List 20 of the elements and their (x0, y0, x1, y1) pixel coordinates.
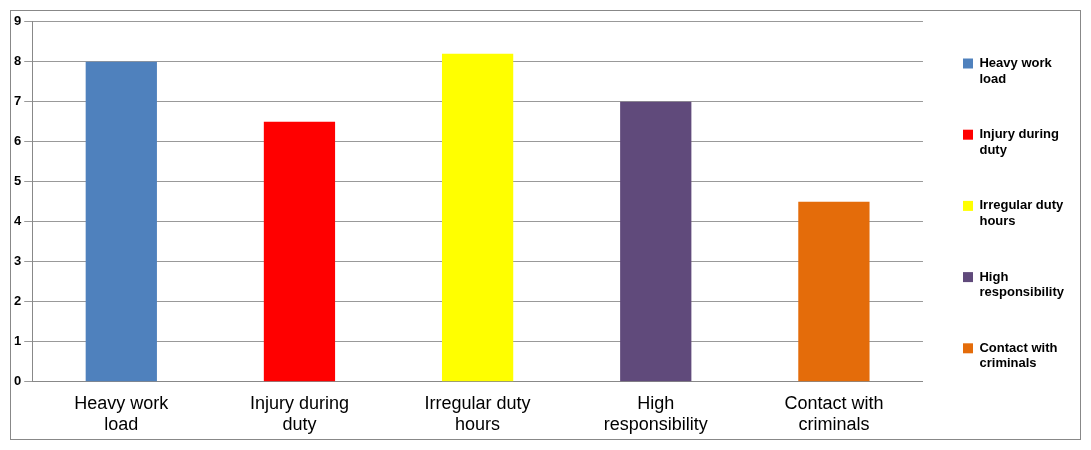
y-tick-label: 2 (14, 293, 22, 309)
legend-label: Heavy work load (979, 55, 1053, 86)
y-tick-label: 8 (14, 53, 22, 69)
legend-label: Irregular duty hours (979, 197, 1065, 229)
legend-label: Injury during duty (979, 126, 1059, 157)
y-tick-label: 7 (14, 93, 22, 109)
y-tick-label: 3 (14, 253, 22, 269)
x-tick-label: Heavy work load (74, 392, 170, 435)
x-tick-label: Contact with criminals (784, 392, 884, 435)
x-tick-label: Injury during duty (249, 392, 349, 435)
legend-label: High responsibility (979, 268, 1065, 300)
y-tick-label: 6 (14, 133, 22, 149)
y-tick-label: 9 (14, 13, 22, 29)
y-tick-label: 4 (14, 213, 22, 229)
x-tick-label: High responsibility (603, 392, 708, 435)
y-tick-label: 0 (14, 373, 22, 389)
x-tick-label: Irregular duty hours (424, 392, 531, 435)
y-tick-label: 5 (14, 173, 22, 189)
y-tick-label: 1 (14, 333, 22, 349)
legend-label: Contact with criminals (979, 339, 1058, 371)
